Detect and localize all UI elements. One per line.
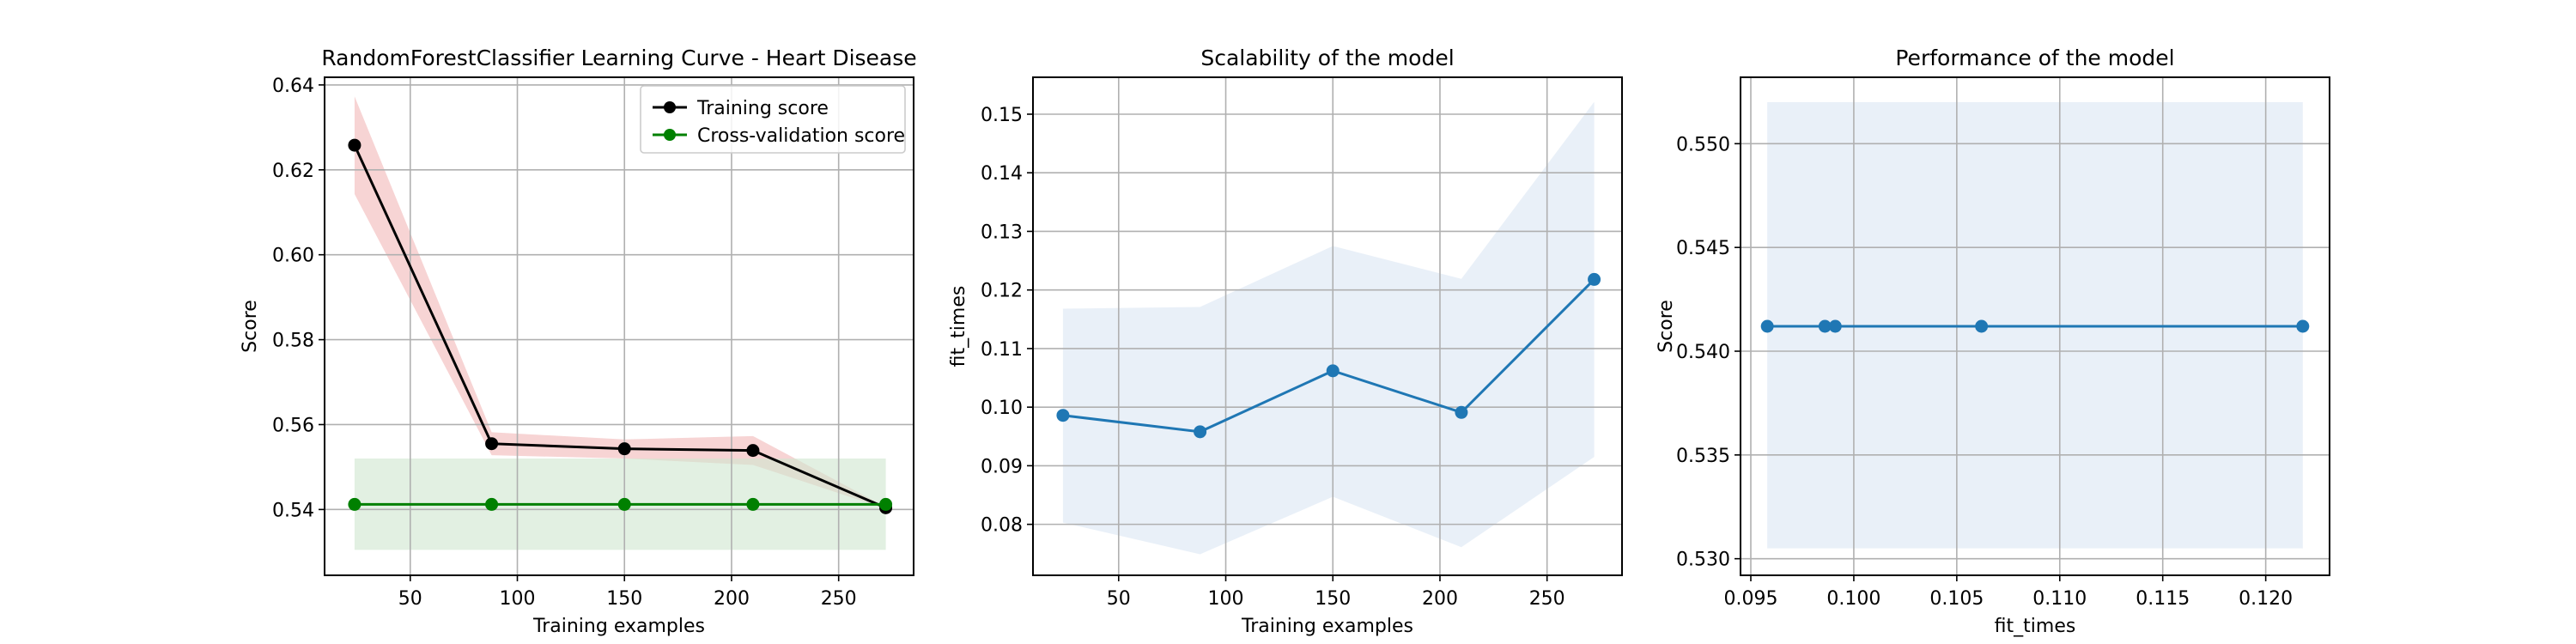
y-tick-label: 0.545 — [1676, 238, 1730, 259]
y-tick-label: 0.15 — [981, 105, 1023, 126]
chart-1: 50 100 150 200 250 0.54 0.56 0.58 0.60 0.62 0.64 Ra… — [240, 46, 917, 637]
data-point — [2296, 319, 2310, 333]
y-tick-label: 0.14 — [981, 163, 1023, 185]
legend-label: Training score — [696, 98, 829, 119]
y-tick-label: 0.60 — [272, 246, 314, 267]
data-point — [485, 437, 499, 451]
y-tick-label: 0.62 — [272, 161, 314, 182]
data-point — [617, 497, 631, 511]
x-axis-label: Training examples — [1241, 616, 1413, 637]
y-axis-label: Score — [1656, 300, 1677, 353]
data-point — [1975, 319, 1989, 333]
x-tick-label: 0.100 — [1826, 588, 1880, 610]
axes-frame — [324, 76, 914, 576]
y-tick-label: 0.10 — [981, 398, 1023, 419]
data-point — [617, 442, 631, 456]
data-point — [348, 138, 361, 152]
axes-frame — [1032, 76, 1623, 576]
x-tick-label: 250 — [821, 588, 857, 610]
y-tick-label: 0.530 — [1676, 550, 1730, 571]
x-tick-label: 0.095 — [1724, 588, 1778, 610]
data-point — [1455, 405, 1468, 419]
data-point — [1760, 319, 1774, 333]
y-tick-label: 0.09 — [981, 456, 1023, 477]
y-tick-label: 0.08 — [981, 515, 1023, 537]
data-point — [485, 497, 499, 511]
x-tick-label: 100 — [1208, 588, 1244, 610]
y-axis-label: fit_times — [948, 286, 969, 368]
y-tick-label: 0.11 — [981, 339, 1023, 361]
x-tick-label: 0.120 — [2239, 588, 2293, 610]
x-tick-label: 250 — [1529, 588, 1565, 610]
data-point — [348, 497, 361, 511]
grid — [1033, 77, 1622, 575]
x-axis-label: fit_times — [1995, 616, 2076, 637]
x-tick-label: 0.115 — [2136, 588, 2190, 610]
y-tick-label: 0.12 — [981, 281, 1023, 302]
data-point — [1828, 319, 1842, 333]
legend: Training score Cross-validation score — [640, 85, 906, 154]
y-tick-label: 0.550 — [1676, 134, 1730, 155]
chart-title: RandomForestClassifier Learning Curve - … — [321, 46, 916, 70]
data-point — [1326, 364, 1340, 378]
chart-title: Performance of the model — [1895, 46, 2174, 70]
y-tick-label: 0.56 — [272, 415, 314, 436]
y-tick-label: 0.13 — [981, 222, 1023, 243]
x-tick-label: 200 — [714, 588, 750, 610]
x-tick-label: 0.105 — [1929, 588, 1984, 610]
x-tick-label: 0.110 — [2032, 588, 2087, 610]
x-tick-label: 200 — [1422, 588, 1458, 610]
y-tick-label: 0.540 — [1676, 342, 1730, 363]
legend-box — [640, 85, 906, 154]
legend-label: Cross-validation score — [697, 125, 905, 147]
chart-2: 50 100 150 200 250 0.08 0.09 0.10 0.11 0.12 0.13 0.… — [948, 46, 1623, 637]
x-tick-label: 50 — [398, 588, 422, 610]
y-tick-label: 0.54 — [272, 500, 314, 521]
y-axis-label: Score — [240, 300, 261, 353]
chart-title: Scalability of the model — [1200, 46, 1454, 70]
y-tick-label: 0.64 — [272, 76, 314, 97]
grid — [325, 77, 914, 575]
y-tick-label: 0.535 — [1676, 446, 1730, 467]
axes-frame — [1740, 76, 2330, 576]
x-tick-label: 150 — [606, 588, 642, 610]
data-point — [1194, 425, 1207, 439]
data-point — [1818, 319, 1832, 333]
data-point — [1056, 409, 1070, 422]
data-point — [746, 497, 760, 511]
legend-marker — [664, 101, 676, 113]
chart-3: 0.095 0.100 0.105 0.110 0.115 0.120 0.530 0.535… — [1656, 46, 2330, 637]
x-axis-label: Training examples — [532, 616, 705, 637]
data-point — [746, 444, 760, 458]
confidence-band — [1062, 101, 1595, 555]
x-tick-label: 150 — [1315, 588, 1351, 610]
y-tick-label: 0.58 — [272, 331, 314, 352]
x-tick-label: 50 — [1107, 588, 1131, 610]
data-point — [1588, 272, 1601, 286]
legend-marker — [664, 129, 676, 141]
data-point — [879, 497, 893, 511]
x-tick-label: 100 — [500, 588, 536, 610]
